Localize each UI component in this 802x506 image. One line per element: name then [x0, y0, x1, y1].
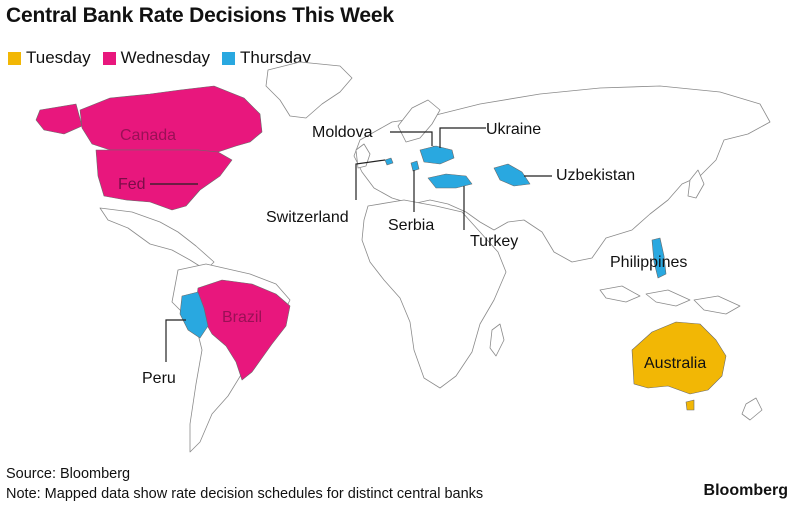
land-eurasia — [353, 85, 771, 263]
legend-swatch-tuesday — [8, 51, 21, 65]
legend-label-thursday: Thursday — [240, 48, 311, 67]
country-australia-tasmania — [685, 399, 695, 411]
legend-item-tuesday: Tuesday — [8, 48, 91, 68]
country-uzbekistan — [493, 163, 531, 187]
label-turkey: Turkey — [470, 233, 518, 250]
country-usa-alaska — [35, 103, 83, 135]
label-uzbekistan: Uzbekistan — [556, 167, 635, 184]
land-new-zealand — [741, 397, 763, 421]
label-canada: Canada — [120, 127, 176, 144]
land-africa — [361, 199, 507, 389]
country-switzerland — [384, 157, 394, 166]
country-ukraine — [419, 145, 455, 165]
land-indonesia-2 — [645, 289, 691, 307]
legend-item-thursday: Thursday — [222, 48, 311, 68]
land-greenland — [265, 61, 353, 119]
map-title: Central Bank Rate Decisions This Week — [6, 4, 394, 27]
country-turkey — [427, 173, 473, 189]
country-australia — [631, 321, 727, 395]
legend-label-wednesday: Wednesday — [120, 48, 211, 67]
label-ukraine: Ukraine — [486, 121, 541, 138]
land-central-america — [99, 207, 215, 271]
label-moldova: Moldova — [312, 124, 373, 141]
label-switzerland: Switzerland — [266, 209, 349, 226]
footer: Source: Bloomberg Note: Mapped data show… — [6, 464, 483, 504]
legend-label-tuesday: Tuesday — [26, 48, 91, 67]
legend-swatch-thursday — [222, 51, 236, 65]
label-brazil: Brazil — [222, 309, 262, 326]
legend-swatch-wednesday — [102, 51, 116, 65]
land-new-guinea — [693, 295, 741, 315]
country-philippines — [651, 237, 667, 279]
country-canada — [79, 85, 263, 153]
label-philippines: Philippines — [610, 254, 687, 271]
leader-switzerland — [355, 159, 386, 200]
land-japan — [687, 169, 705, 199]
land-madagascar — [489, 323, 505, 357]
legend: Tuesday Wednesday Thursday — [8, 48, 311, 68]
brand-logo: Bloomberg — [703, 482, 788, 499]
country-usa — [95, 149, 233, 211]
country-brazil — [195, 279, 291, 381]
leader-moldova — [390, 131, 433, 146]
label-fed: Fed — [118, 176, 146, 193]
country-serbia — [410, 160, 420, 172]
label-peru: Peru — [142, 370, 176, 387]
leader-peru — [165, 319, 186, 362]
data-note: Note: Mapped data show rate decision sch… — [6, 486, 484, 502]
legend-item-wednesday: Wednesday — [102, 48, 211, 68]
label-serbia: Serbia — [388, 217, 434, 234]
country-peru — [179, 291, 209, 339]
label-australia: Australia — [644, 355, 706, 372]
source-note: Source: Bloomberg — [6, 466, 131, 482]
leader-ukraine — [439, 127, 486, 148]
land-indonesia-1 — [599, 285, 641, 303]
